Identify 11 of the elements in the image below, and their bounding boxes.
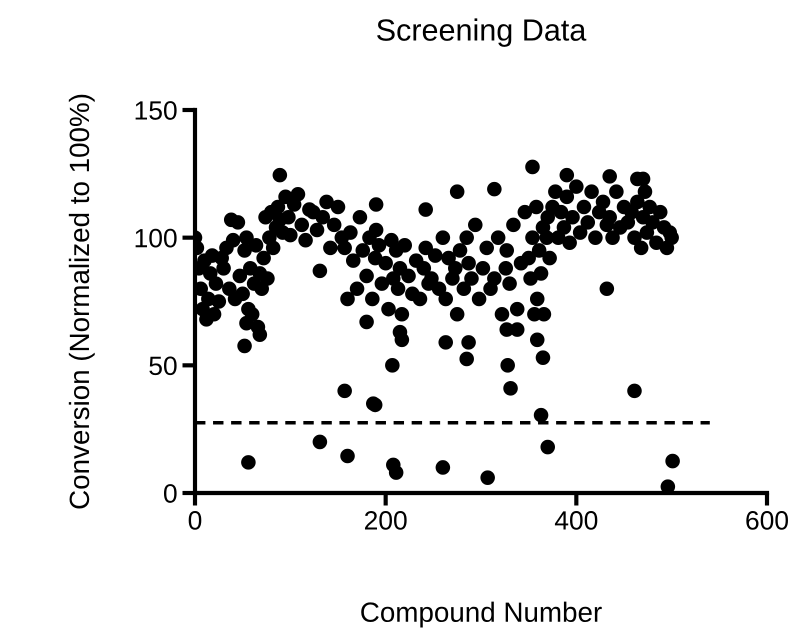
x-tick-label: 600 — [746, 511, 788, 530]
x-axis-title: Compound Number — [361, 602, 602, 628]
y-tick-label: 150 — [136, 101, 177, 120]
x-tick-label: 200 — [364, 511, 407, 530]
y-tick-label: 0 — [164, 484, 177, 503]
x-tick-label: 0 — [188, 511, 202, 530]
y-axis-title: Conversion (Normalized to 100%) — [68, 94, 95, 508]
chart-title: Screening Data — [377, 18, 586, 47]
x-tick-label: 400 — [554, 511, 598, 530]
y-tick-label: 100 — [136, 228, 177, 248]
y-tick-label: 50 — [149, 356, 177, 376]
